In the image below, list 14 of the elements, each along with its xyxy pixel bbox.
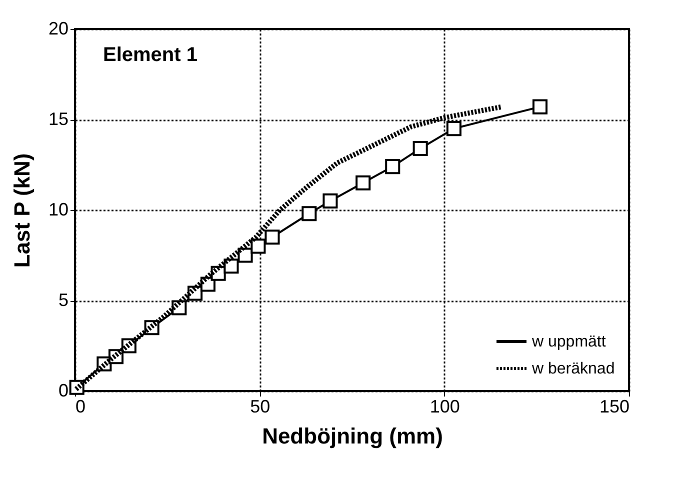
y-tick-label: 10 [48,200,68,220]
annotation: Element 1 [103,44,198,66]
y-axis-title: Last P (kN) [9,153,34,268]
x-axis-title: Nedböjning (mm) [262,424,443,448]
legend-label: w beräknad [531,360,615,378]
x-tick-label: 0 [76,396,86,416]
legend-label: w uppmätt [531,334,606,350]
x-tick-label: 150 [599,396,630,416]
x-tick-label: 100 [430,396,460,416]
y-tick-label: 20 [48,18,68,38]
x-tick-label: 50 [250,396,270,416]
y-tick-label: 5 [58,290,68,310]
y-tick-label: 15 [48,109,68,129]
y-tick-label: 0 [58,380,68,400]
